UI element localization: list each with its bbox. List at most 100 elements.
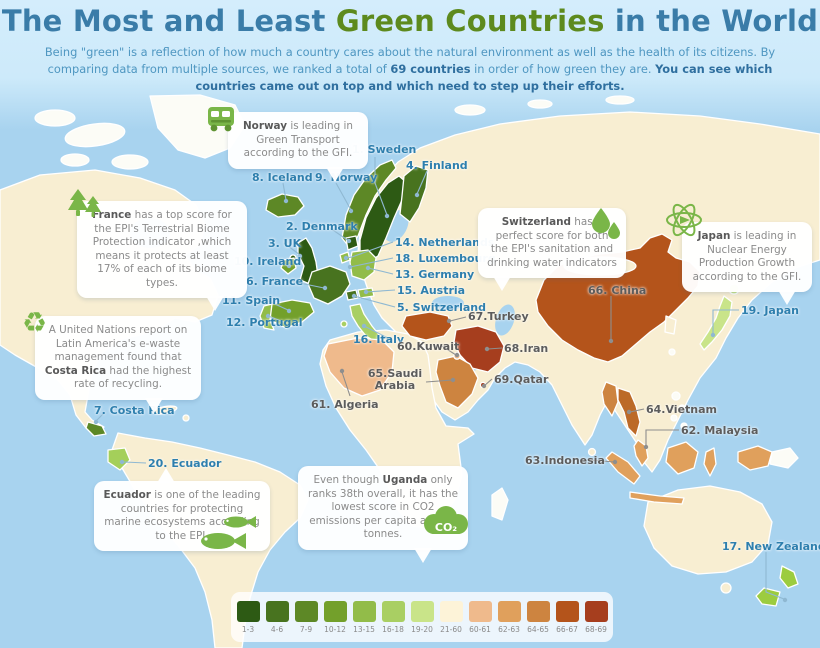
label-ireland: 10. Ireland [234, 255, 302, 268]
header: The Most and Least Green Countries in th… [0, 0, 820, 95]
country-myanmar [601, 381, 619, 417]
legend-label: 60-61 [469, 624, 491, 634]
country-italy [349, 303, 381, 343]
country-algeria [323, 337, 395, 397]
label-vietnam: 64.Vietnam [646, 403, 718, 416]
label-germany: 13. Germany [395, 268, 475, 281]
bus-icon [208, 107, 234, 132]
country-ecuador [107, 447, 131, 471]
co2-label: CO₂ [435, 521, 457, 534]
trees-icon [68, 189, 101, 217]
country-sulawesi [703, 447, 717, 477]
legend-swatch [236, 600, 260, 622]
leader-lines-green [93, 157, 788, 603]
callout-tail [326, 166, 344, 191]
callout-tail [157, 459, 176, 483]
legend-swatch [468, 600, 492, 622]
label-iran: 68.Iran [504, 342, 549, 355]
legend-swatch [439, 600, 463, 622]
legend-label: 66-67 [556, 624, 578, 634]
callout-tail [492, 276, 511, 300]
label-denmark: 2. Denmark [286, 220, 358, 233]
country-denmark [345, 235, 359, 251]
legend-swatch [497, 600, 521, 622]
label-ecuador: 20. Ecuador [148, 457, 222, 470]
label-iceland: 8. Iceland [252, 171, 313, 184]
label-malaysia: 62. Malaysia [681, 424, 759, 437]
country-norway [341, 159, 397, 249]
legend-label: 64-65 [527, 624, 549, 634]
label-france: 6. France [246, 275, 304, 288]
legend-item: 13-15 [352, 600, 377, 634]
legend-item: 64-65 [526, 600, 551, 634]
label-qatar: 69.Qatar [494, 373, 549, 386]
country-java [629, 491, 685, 505]
legend-item: 19-20 [410, 600, 435, 634]
label-new-zealand: 17. New Zealand [722, 540, 820, 553]
legend-label: 1-3 [241, 624, 255, 634]
legend-item: 66-67 [555, 600, 580, 634]
legend-label: 10-12 [324, 624, 346, 634]
continent-australia [643, 485, 773, 575]
label-turkey: 67.Turkey [468, 310, 529, 323]
label-saudi-arabia: 65.Saudi Arabia [367, 367, 423, 393]
fish-icon [201, 516, 256, 549]
title-suffix: in the World [604, 4, 819, 38]
country-switzerland [345, 289, 359, 301]
legend-item: 10-12 [323, 600, 348, 634]
legend-swatch [265, 600, 289, 622]
country-costa-rica [85, 421, 107, 437]
country-turkey [401, 311, 453, 341]
page-title: The Most and Least Green Countries in th… [0, 4, 820, 38]
legend-swatch [381, 600, 405, 622]
label-italy: 16. Italy [353, 333, 405, 346]
label-switzerland: 5. Switzerland [397, 301, 486, 314]
country-korea [664, 315, 677, 335]
legend-item: 7-9 [294, 600, 319, 634]
atom-icon [666, 203, 702, 237]
label-netherlands: 14. Netherlands [395, 236, 495, 249]
label-kuwait: 60.Kuwait [397, 340, 460, 353]
legend-label: 62-63 [498, 624, 520, 634]
leader-lines-brown [339, 296, 679, 465]
country-iran [453, 325, 505, 373]
callout-france: France has a top score for the EPI's Ter… [77, 201, 247, 312]
label-uk: 3. UK [268, 237, 302, 250]
label-japan: 19. Japan [741, 304, 799, 317]
legend-swatch [323, 600, 347, 622]
country-germany [349, 249, 377, 281]
title-prefix: The Most and Least [1, 4, 336, 38]
label-china: 66. China [588, 284, 647, 297]
legend-swatch [526, 600, 550, 622]
label-indonesia: 63.Indonesia [525, 454, 605, 467]
country-borneo [665, 441, 699, 475]
country-saudi-arabia [435, 355, 479, 409]
legend-label: 4-6 [270, 624, 284, 634]
subtitle: Being "green" is a reflection of how muc… [44, 45, 776, 94]
water-drops-icon [592, 208, 620, 239]
legend-swatch [410, 600, 434, 622]
legend-swatch [555, 600, 579, 622]
legend-label: 7-9 [299, 624, 313, 634]
legend-item: 4-6 [265, 600, 290, 634]
legend-label: 68-69 [585, 624, 607, 634]
legend-item: 60-61 [468, 600, 493, 634]
label-norway: 9. Norway [315, 171, 378, 184]
label-algeria: 61. Algeria [311, 398, 379, 411]
legend-swatch [294, 600, 318, 622]
legend-label: 13-15 [353, 624, 375, 634]
legend-label: 21-60 [440, 624, 462, 634]
callout-tail [413, 547, 432, 572]
legend-item: 16-18 [381, 600, 406, 634]
legend-label: 19-20 [411, 624, 433, 634]
legend-item: 62-63 [497, 600, 522, 634]
co2-cloud-icon: CO₂ [424, 506, 468, 534]
callout-japan: Japan is leading in Nuclear Energy Produ… [682, 222, 812, 306]
callout-tail [206, 296, 225, 320]
country-new-zealand-north [779, 565, 799, 589]
country-france [307, 265, 351, 305]
label-portugal: 12. Portugal [226, 316, 303, 329]
country-sumatra [605, 451, 641, 485]
callout-norway: Norway is leading in Green Transport acc… [228, 112, 368, 182]
